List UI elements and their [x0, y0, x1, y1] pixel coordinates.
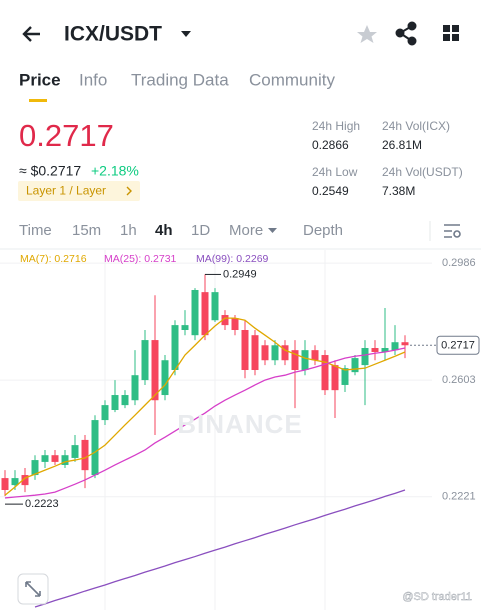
- stat-value: 0.2866: [312, 138, 349, 152]
- back-arrow[interactable]: [22, 26, 40, 42]
- candle-body: [401, 342, 409, 346]
- candle-body: [341, 368, 349, 385]
- ma-line: [34, 489, 406, 608]
- stat-label: 24h Low: [312, 165, 358, 179]
- high-label: 0.2949: [223, 268, 257, 280]
- fiat-price: ≈ $0.2717: [19, 163, 81, 179]
- settings-icon[interactable]: [444, 224, 461, 238]
- candle-body: [91, 420, 99, 476]
- candle-body: [191, 290, 199, 336]
- stat-label: 24h High: [312, 119, 360, 133]
- candle-body: [281, 345, 289, 361]
- candle-body: [101, 405, 109, 421]
- low-label: 0.2223: [25, 498, 59, 510]
- menu-icon[interactable]: [443, 25, 459, 41]
- y-tick-label: 0.2986: [442, 257, 476, 269]
- candle-body: [21, 475, 29, 486]
- stat-value: 7.38M: [382, 184, 415, 198]
- candle-body: [51, 455, 59, 462]
- candle-body: [301, 350, 309, 370]
- candle-body: [381, 348, 389, 352]
- candle-body: [221, 315, 229, 326]
- candle-body: [161, 360, 169, 396]
- price-tag-label: 0.2717: [441, 340, 475, 352]
- tag-chevron: [126, 186, 132, 196]
- tab[interactable]: Trading Data: [131, 70, 229, 89]
- stat-label: 24h Vol(ICX): [382, 119, 450, 133]
- ma-line: [4, 317, 406, 496]
- candle-body: [41, 455, 49, 462]
- candle-body: [371, 348, 379, 352]
- favorite-icon[interactable]: [357, 25, 377, 43]
- legend-entry: MA(99): 0.2269: [196, 253, 269, 265]
- candle-body: [321, 355, 329, 391]
- interval[interactable]: 1D: [191, 222, 210, 239]
- candle-body: [261, 345, 269, 361]
- candle-body: [271, 345, 279, 361]
- last-price: 0.2717: [19, 118, 114, 153]
- share-icon[interactable]: [395, 21, 417, 46]
- candle-body: [31, 460, 39, 476]
- candle-body: [71, 445, 79, 458]
- candle-body: [351, 358, 359, 373]
- pair-dropdown[interactable]: [181, 31, 191, 37]
- interval[interactable]: Time: [19, 222, 52, 239]
- candle-body: [81, 439, 89, 471]
- pair-title[interactable]: ICX/USDT: [64, 23, 162, 46]
- interval[interactable]: More: [229, 222, 263, 239]
- stat-value: 26.81M: [382, 138, 422, 152]
- candle-body: [231, 318, 239, 330]
- candle-body: [291, 350, 299, 370]
- interval[interactable]: 15m: [72, 222, 101, 239]
- candle-body: [211, 292, 219, 321]
- tab[interactable]: Price: [19, 70, 61, 89]
- candle-body: [171, 325, 179, 370]
- legend-entry: MA(7): 0.2716: [20, 253, 87, 265]
- interval[interactable]: Depth: [303, 222, 343, 239]
- more-caret[interactable]: [268, 228, 277, 233]
- price-tag: [436, 335, 480, 355]
- candle-body: [361, 348, 369, 366]
- candle-body: [151, 340, 159, 401]
- interval[interactable]: 1h: [120, 222, 137, 239]
- y-tick-label: 0.2221: [442, 491, 476, 503]
- candle-body: [331, 365, 339, 391]
- candle-body: [1, 478, 9, 490]
- legend-entry: MA(25): 0.2731: [104, 253, 177, 265]
- interval[interactable]: 4h: [155, 222, 173, 239]
- tag-badge[interactable]: [18, 181, 140, 201]
- expand-button[interactable]: [17, 573, 49, 605]
- tab[interactable]: Community: [249, 70, 335, 89]
- tab[interactable]: Info: [79, 70, 107, 89]
- tag-text[interactable]: Layer 1 / Layer: [26, 184, 106, 198]
- candle-body: [131, 375, 139, 401]
- candle-body: [111, 395, 119, 410]
- ma-line: [4, 347, 406, 499]
- candle-body: [311, 350, 319, 361]
- stat-value: 0.2549: [312, 184, 349, 198]
- candle-body: [391, 342, 399, 351]
- candle-body: [121, 395, 129, 406]
- price-change: +2.18%: [91, 163, 139, 179]
- watermark: BINANCE: [177, 409, 302, 439]
- candle-body: [241, 330, 249, 370]
- tab-underline: [29, 99, 47, 102]
- candle-body: [251, 335, 259, 370]
- y-tick-label: 0.2603: [442, 374, 476, 386]
- candle-body: [141, 340, 149, 381]
- candle-body: [11, 478, 19, 486]
- stat-label: 24h Vol(USDT): [382, 165, 463, 179]
- candle-body: [61, 455, 69, 465]
- candle-body: [201, 292, 209, 336]
- candle-body: [181, 325, 189, 330]
- credit: @SD trader11: [402, 591, 472, 603]
